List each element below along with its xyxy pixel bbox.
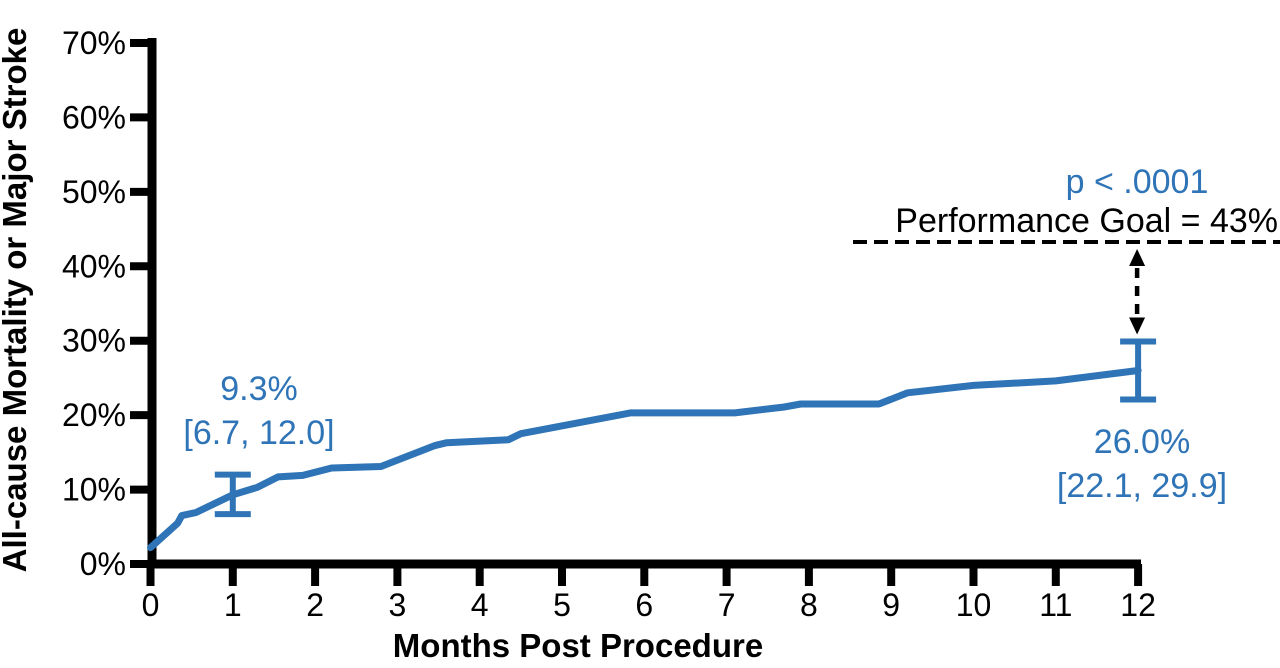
x-tick-label: 6: [635, 587, 653, 623]
month1-ci-label: [6.7, 12.0]: [183, 414, 334, 452]
p-value-label: p < .0001: [1066, 163, 1209, 201]
month1-estimate-label: 9.3%: [220, 370, 298, 408]
x-tick-label: 4: [471, 587, 489, 623]
x-tick-label: 3: [389, 587, 407, 623]
x-tick-label: 1: [224, 587, 242, 623]
km-series-path: [147, 367, 1142, 552]
y-tick-label: 30%: [62, 323, 126, 359]
y-tick-label: 10%: [62, 472, 126, 508]
x-tick-label: 8: [800, 587, 818, 623]
y-tick-label: 0%: [80, 546, 126, 582]
x-tick-label: 9: [882, 587, 900, 623]
gap-double-arrow: [1129, 248, 1146, 335]
performance-goal-label: Performance Goal = 43%: [895, 202, 1278, 240]
arrowhead-down: [1129, 317, 1146, 335]
axis-tick-labels: 0%10%20%30%40%50%60%70%0 1 2 3 4 5 6 7 8 9 10 11 12: [62, 25, 1156, 623]
x-tick-label: 5: [553, 587, 571, 623]
x-tick-label: 12: [1120, 587, 1156, 623]
confidence-error-bars: [214, 338, 1157, 518]
axis-ticks: [130, 38, 1143, 586]
x-axis-title: Months Post Procedure: [393, 627, 763, 664]
x-tick-label: 11: [1039, 587, 1072, 623]
y-tick-label: 20%: [62, 397, 126, 433]
axes: [147, 38, 1141, 569]
y-tick-label: 70%: [62, 25, 126, 61]
km-curve-line: [147, 367, 1142, 552]
x-tick-label: 7: [718, 587, 736, 623]
x-tick-label: 2: [306, 587, 324, 623]
y-axis-title: All-cause Mortality or Major Stroke: [0, 28, 33, 573]
arrowhead-up: [1129, 248, 1146, 266]
y-tick-label: 40%: [62, 248, 126, 284]
y-tick-label: 60%: [62, 99, 126, 135]
x-tick-label: 10: [956, 587, 992, 623]
y-tick-label: 50%: [62, 174, 126, 210]
x-tick-label: 0: [142, 587, 160, 623]
month12-estimate-label: 26.0%: [1094, 423, 1190, 461]
month12-ci-label: [22.1, 29.9]: [1057, 467, 1227, 505]
